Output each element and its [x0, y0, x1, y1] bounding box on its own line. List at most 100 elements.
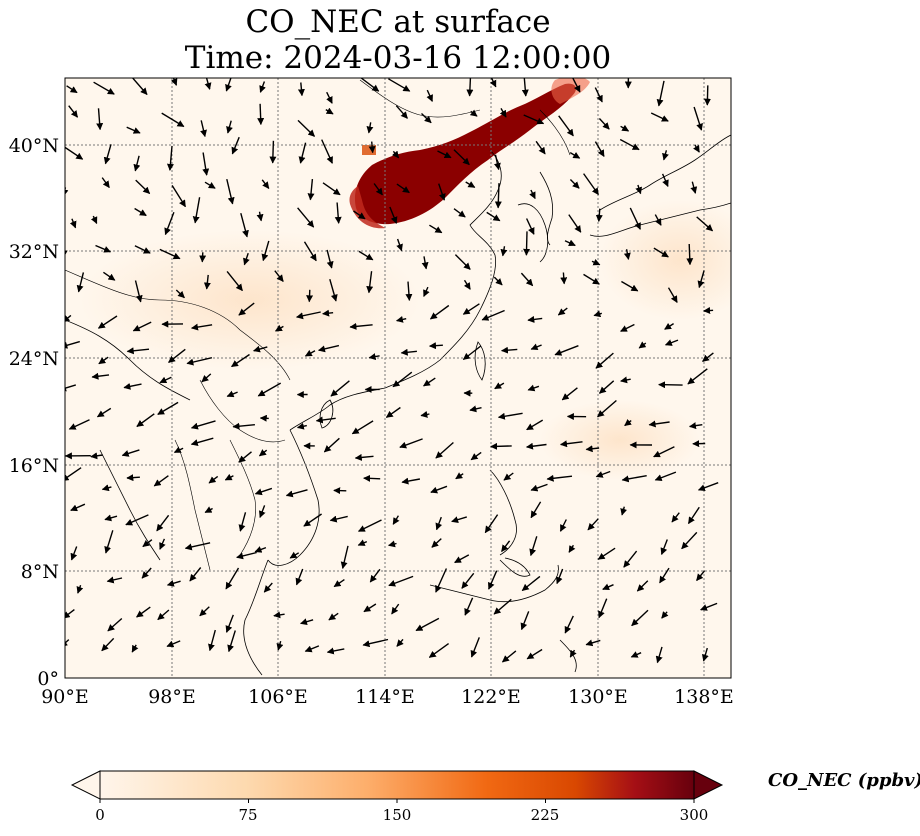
wind-arrow	[126, 347, 150, 355]
wind-arrow	[225, 567, 240, 590]
wind-arrow	[583, 173, 599, 196]
wind-arrow	[415, 617, 440, 632]
wind-arrow	[520, 272, 534, 287]
wind-arrow	[396, 238, 403, 252]
wind-arrow	[65, 384, 77, 392]
wind-arrow	[535, 140, 546, 155]
wind-arrow	[429, 342, 443, 350]
wind-arrow	[192, 197, 201, 224]
wind-arrow	[191, 323, 213, 331]
wind-arrow	[623, 550, 638, 568]
wind-arrow	[66, 85, 78, 94]
wind-arrow	[484, 514, 499, 534]
wind-arrow	[306, 289, 314, 303]
wind-arrow	[525, 218, 535, 235]
wind-arrow	[595, 352, 614, 369]
wind-arrow	[560, 272, 568, 285]
wind-arrow	[655, 646, 663, 664]
wind-arrow	[159, 248, 181, 260]
wind-arrow	[322, 182, 341, 196]
wind-arrow	[385, 406, 401, 418]
wind-arrow	[304, 645, 320, 653]
wind-arrow	[662, 150, 669, 161]
wind-arrow	[70, 546, 78, 561]
wind-arrow	[97, 315, 118, 329]
wind-arrow	[200, 120, 207, 138]
wind-arrow	[258, 505, 266, 519]
low-concentration-area	[80, 230, 420, 370]
wind-arrow	[358, 250, 374, 261]
wind-arrow	[697, 270, 705, 289]
wind-arrow	[594, 141, 605, 158]
wind-arrow	[523, 114, 545, 125]
wind-arrow	[349, 322, 373, 330]
wind-arrow	[431, 538, 442, 548]
wind-arrow	[101, 177, 110, 189]
wind-arrow	[619, 138, 640, 151]
wind-arrow	[199, 252, 207, 263]
wind-arrow	[65, 340, 80, 349]
wind-arrow	[243, 252, 250, 266]
wind-arrow	[297, 119, 316, 137]
wind-arrow	[273, 611, 285, 619]
wind-arrow	[435, 516, 443, 531]
gridlines	[65, 78, 731, 678]
lat-tick-label: 32°N	[9, 241, 59, 263]
wind-arrow	[388, 78, 411, 92]
wind-arrow	[190, 437, 214, 446]
wind-arrow	[368, 141, 376, 154]
wind-arrow	[190, 420, 216, 430]
wind-arrow	[330, 380, 350, 397]
wind-arrow	[554, 345, 579, 356]
wind-arrow	[556, 568, 564, 585]
wind-arrow	[257, 103, 265, 126]
wind-arrow	[258, 449, 268, 457]
wind-arrow	[559, 519, 567, 532]
wind-arrow	[636, 580, 649, 592]
wind-arrow	[454, 554, 470, 564]
wind-arrow	[455, 472, 464, 480]
wind-arrow	[274, 324, 284, 332]
wind-arrow	[469, 405, 482, 413]
wind-arrow	[558, 115, 574, 137]
wind-arrow	[106, 576, 123, 584]
wind-arrow	[561, 387, 578, 401]
wind-arrow	[653, 446, 675, 458]
wind-arrow	[65, 314, 72, 323]
wind-arrow	[520, 611, 530, 631]
wind-arrow	[325, 107, 334, 115]
wind-arrow	[435, 441, 454, 459]
wind-arrow	[98, 356, 109, 365]
wind-arrow	[274, 270, 284, 282]
wind-arrow	[527, 315, 543, 323]
wind-arrow	[557, 307, 568, 316]
wind-arrow	[68, 419, 90, 430]
wind-arrow	[597, 547, 616, 560]
colorbar	[70, 770, 724, 803]
wind-arrow	[303, 513, 322, 527]
wind-arrow	[671, 512, 680, 523]
wind-arrow	[76, 584, 84, 594]
colorbar-tick-label: 300	[679, 806, 709, 824]
wind-arrow	[696, 216, 714, 232]
wind-arrow	[368, 353, 380, 360]
wind-arrow	[530, 343, 542, 351]
wind-arrow	[405, 281, 413, 301]
wind-arrow	[96, 407, 112, 418]
colorbar-tick-label: 75	[238, 806, 258, 824]
wind-arrow	[164, 212, 175, 236]
wind-arrow	[307, 179, 315, 201]
wind-arrow	[170, 78, 178, 86]
wind-arrow	[654, 214, 662, 226]
wind-arrow	[226, 120, 233, 134]
wind-arrow	[587, 518, 599, 531]
wind-arrow	[103, 144, 112, 165]
wind-arrow	[326, 249, 334, 269]
wind-arrow	[595, 470, 611, 478]
wind-arrow	[451, 516, 468, 523]
wind-arrow	[664, 339, 679, 346]
wind-arrow	[426, 89, 433, 102]
wind-arrow	[462, 303, 480, 315]
wind-arrow	[650, 112, 669, 122]
wind-arrow	[659, 567, 670, 584]
